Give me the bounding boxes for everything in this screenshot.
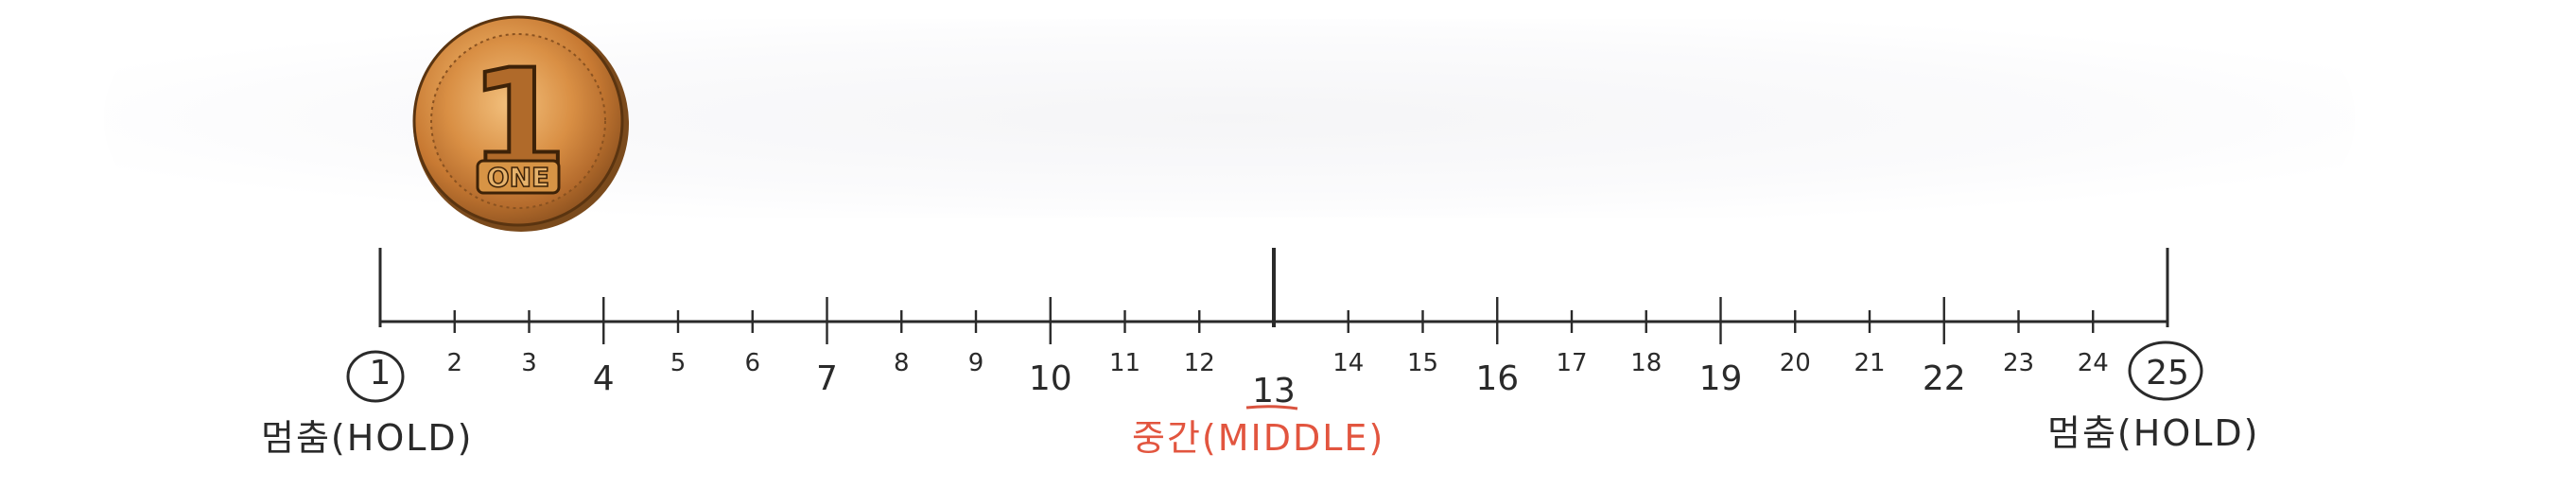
tick-label-22: 22 xyxy=(1923,359,1966,398)
hold-label-left: 멈춤(HOLD) xyxy=(261,417,474,459)
tick-label-7: 7 xyxy=(816,359,838,398)
tick-marks xyxy=(378,248,2169,344)
tick-label-6: 6 xyxy=(744,349,760,377)
tick-label-15: 15 xyxy=(1407,349,1438,377)
tick-label-8: 8 xyxy=(894,349,910,377)
tick-label-10: 10 xyxy=(1029,359,1072,398)
tick-label-19: 19 xyxy=(1699,359,1743,398)
hold-label-right: 멈춤(HOLD) xyxy=(2047,412,2260,454)
tick-label-24: 24 xyxy=(2078,349,2109,377)
coin-icon: 1 ONE xyxy=(412,15,629,232)
tick-label-14: 14 xyxy=(1332,349,1364,377)
middle-label: 중간(MIDDLE) xyxy=(1132,417,1384,459)
tick-label-11: 11 xyxy=(1109,349,1140,377)
tick-label-21: 21 xyxy=(1854,349,1885,377)
tick-label-17: 17 xyxy=(1556,349,1587,377)
tick-label-5: 5 xyxy=(670,349,687,377)
tick-label-2: 2 xyxy=(446,349,462,377)
tick-label-9: 9 xyxy=(968,349,984,377)
tick-label-16: 16 xyxy=(1475,359,1519,398)
circled-number-1: 1 xyxy=(370,354,392,393)
circled-number-25: 25 xyxy=(2146,354,2189,393)
tick-label-13: 13 xyxy=(1252,372,1296,410)
middle-underline xyxy=(1245,405,1298,410)
tick-label-4: 4 xyxy=(593,359,615,398)
tick-label-23: 23 xyxy=(2003,349,2034,377)
tick-label-20: 20 xyxy=(1780,349,1811,377)
tick-label-12: 12 xyxy=(1184,349,1215,377)
start-circle xyxy=(346,350,405,403)
end-circle xyxy=(2128,341,2203,401)
coin-word-banner xyxy=(476,159,561,195)
coin-face xyxy=(430,33,606,209)
coin-word: ONE xyxy=(487,162,549,193)
tick-label-3: 3 xyxy=(521,349,537,377)
tick-label-18: 18 xyxy=(1630,349,1662,377)
